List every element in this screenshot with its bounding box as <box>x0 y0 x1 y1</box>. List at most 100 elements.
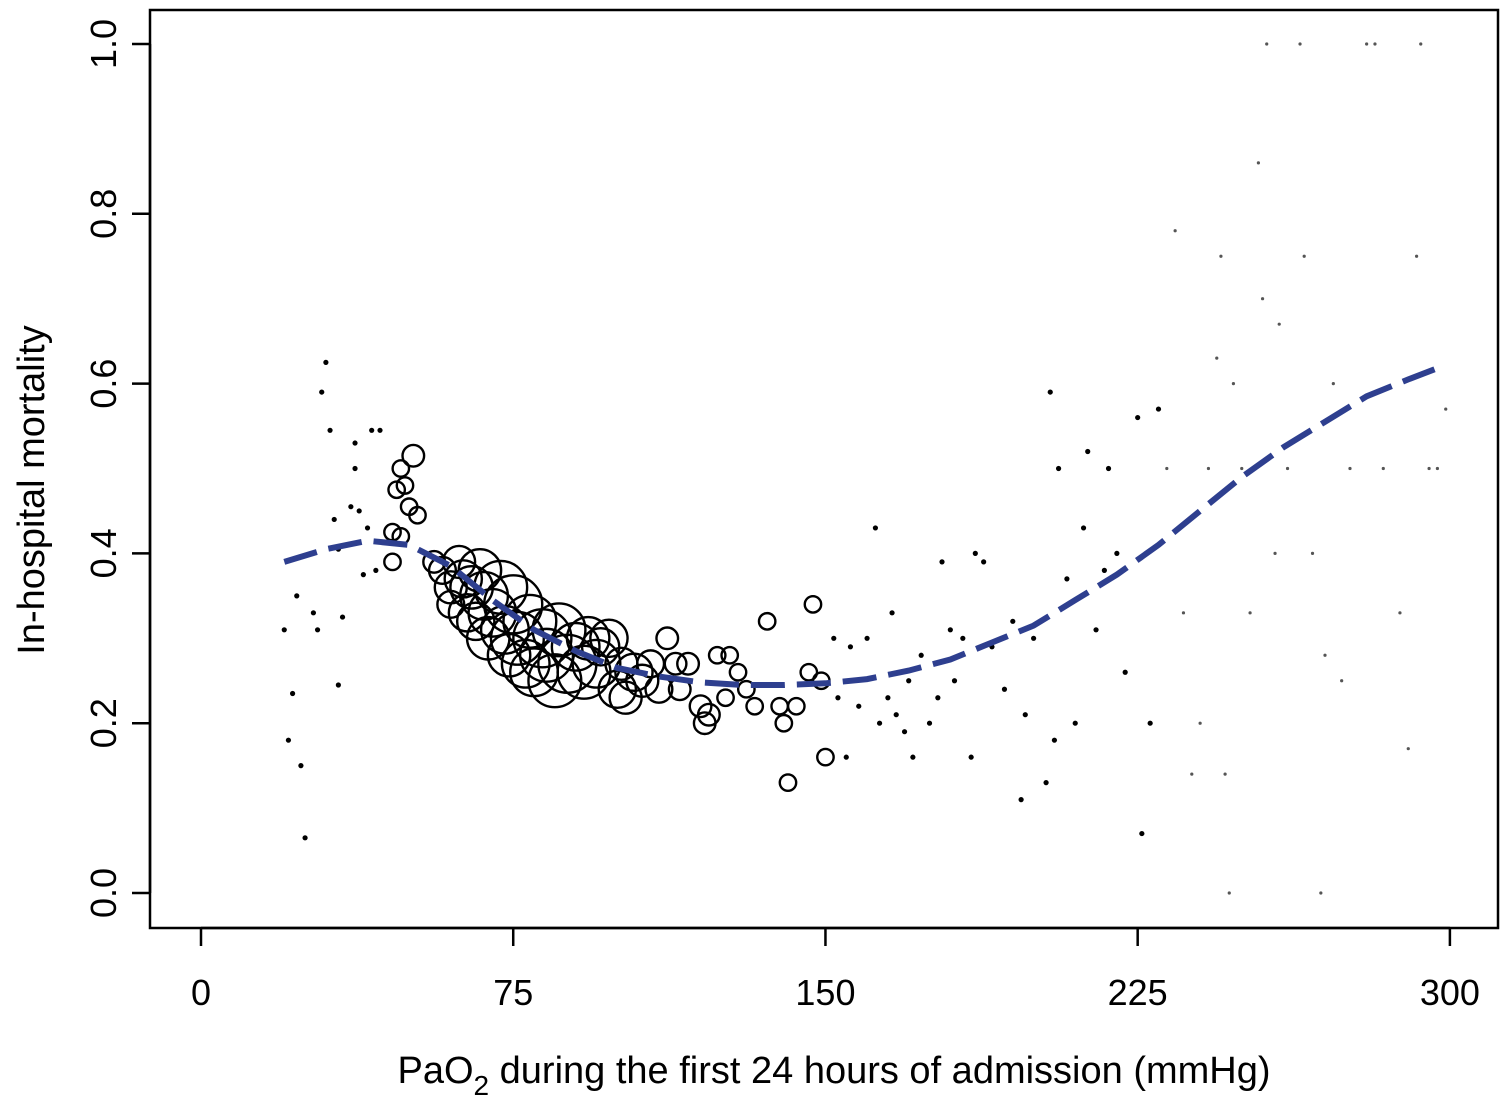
data-point <box>972 550 978 557</box>
data-point <box>939 559 945 565</box>
data-point <box>455 601 496 642</box>
data-point <box>1444 407 1448 411</box>
data-point <box>960 635 966 641</box>
data-point <box>383 552 402 572</box>
data-point <box>1215 356 1219 360</box>
data-point <box>1414 254 1419 258</box>
x-tick-label: 75 <box>493 972 533 1013</box>
data-point <box>951 678 958 684</box>
data-point <box>625 663 660 698</box>
data-point <box>696 702 721 727</box>
data-point <box>663 651 688 676</box>
data-point <box>395 476 415 495</box>
data-point <box>327 427 333 433</box>
data-point <box>331 516 337 523</box>
data-point <box>319 389 325 395</box>
data-point <box>314 627 321 633</box>
data-point <box>518 627 575 683</box>
data-point <box>1001 686 1008 692</box>
data-point <box>1373 42 1377 46</box>
data-point <box>285 737 292 743</box>
data-point <box>1319 891 1323 895</box>
data-point <box>1298 42 1302 46</box>
data-point <box>1181 611 1186 615</box>
data-point <box>1206 466 1211 471</box>
data-point <box>1093 627 1099 633</box>
data-point <box>294 593 300 599</box>
data-point <box>1285 466 1290 471</box>
data-point <box>1231 382 1236 386</box>
data-point <box>889 610 895 616</box>
data-point <box>803 594 823 614</box>
data-point <box>901 729 908 735</box>
x-axis-title-main: PaO <box>397 1050 473 1092</box>
data-point <box>644 674 674 704</box>
data-point <box>893 712 899 718</box>
x-tick-label: 225 <box>1108 972 1168 1013</box>
data-point <box>391 459 411 478</box>
data-point <box>443 559 484 599</box>
data-point <box>835 695 841 701</box>
data-point <box>489 610 545 666</box>
data-point <box>770 696 790 716</box>
data-point <box>910 754 916 760</box>
data-point <box>774 713 794 733</box>
data-point <box>947 627 953 633</box>
data-point <box>1022 712 1028 718</box>
data-point <box>364 525 371 531</box>
data-point <box>1419 42 1423 46</box>
data-point <box>757 611 777 631</box>
data-point <box>1080 525 1087 531</box>
data-point <box>935 695 941 701</box>
data-point <box>981 559 987 565</box>
data-point <box>1406 747 1410 751</box>
data-point <box>335 682 341 688</box>
data-point <box>408 505 427 525</box>
data-point <box>736 679 756 699</box>
data-point <box>1265 42 1269 46</box>
data-point <box>786 696 806 716</box>
data-point <box>1173 229 1177 233</box>
data-point <box>864 635 870 641</box>
data-point <box>1427 466 1431 471</box>
y-tick-label: 0.2 <box>83 698 124 748</box>
x-tick-label: 300 <box>1420 972 1480 1013</box>
data-point <box>1302 254 1306 258</box>
data-point <box>1047 389 1053 395</box>
data-point <box>831 635 837 641</box>
y-tick-label: 0.0 <box>83 868 124 918</box>
x-axis: 0 75 150 225 300 <box>191 926 1480 1013</box>
x-tick-label: 150 <box>795 972 855 1013</box>
data-point <box>1260 297 1265 301</box>
data-point <box>1398 611 1402 615</box>
data-point <box>1031 635 1037 641</box>
data-point <box>1310 551 1315 556</box>
data-point <box>1105 465 1112 472</box>
data-point <box>1165 466 1169 471</box>
data-point <box>352 465 358 472</box>
data-point <box>1051 737 1058 743</box>
data-point <box>356 508 362 514</box>
data-point <box>968 754 974 760</box>
data-point <box>778 773 798 793</box>
data-point <box>302 835 308 841</box>
data-point <box>1072 720 1078 726</box>
data-point <box>1435 466 1440 471</box>
data-point <box>352 440 358 446</box>
data-point <box>1147 720 1153 726</box>
data-point <box>1223 772 1227 776</box>
data-point <box>872 525 879 531</box>
data-point <box>885 695 891 701</box>
plot-frame <box>148 8 1500 930</box>
data-point <box>1331 382 1335 386</box>
data-point <box>720 645 740 665</box>
data-point <box>360 572 366 578</box>
data-point <box>1227 891 1231 895</box>
data-point <box>1219 254 1223 258</box>
data-point <box>1273 551 1277 556</box>
data-point <box>1190 772 1194 776</box>
data-point <box>427 555 458 585</box>
x-axis-title: PaO2 during the first 24 hours of admiss… <box>397 1050 1270 1101</box>
data-point <box>918 652 924 658</box>
